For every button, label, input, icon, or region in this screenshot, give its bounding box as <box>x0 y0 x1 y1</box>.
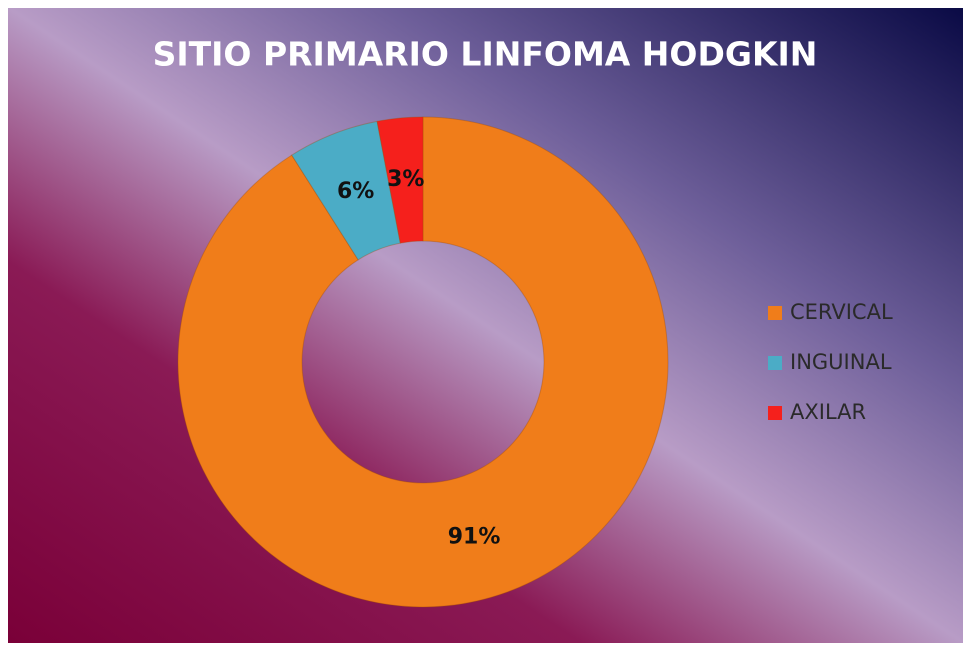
legend-label: CERVICAL <box>790 300 893 324</box>
chart-title: SITIO PRIMARIO LINFOMA HODGKIN <box>153 35 818 74</box>
data-label: 6% <box>337 179 374 204</box>
donut-slice <box>177 116 669 608</box>
legend-label: AXILAR <box>790 400 866 424</box>
legend-label: INGUINAL <box>790 350 892 374</box>
legend-swatch <box>768 306 782 320</box>
donut-slice <box>376 116 424 244</box>
data-label: 91% <box>448 525 501 550</box>
legend-swatch <box>768 406 782 420</box>
legend-swatch <box>768 356 782 370</box>
data-label: 3% <box>387 167 424 192</box>
donut-slice <box>291 120 401 261</box>
